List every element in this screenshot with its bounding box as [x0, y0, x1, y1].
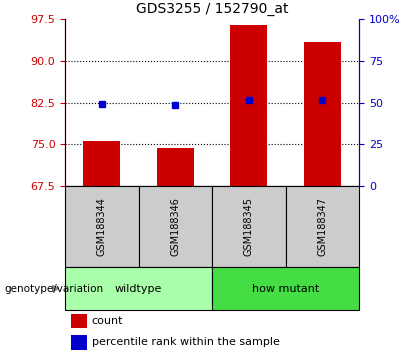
Text: how mutant: how mutant [252, 284, 319, 293]
Bar [157, 148, 194, 186]
Text: GSM188345: GSM188345 [244, 197, 254, 256]
Bar [71, 314, 87, 329]
Bar [71, 336, 87, 350]
Text: GSM188347: GSM188347 [318, 197, 327, 256]
Bar [84, 141, 120, 186]
Bar [212, 267, 359, 310]
Bar [231, 25, 267, 186]
Bar [139, 186, 212, 267]
Text: genotype/variation: genotype/variation [4, 284, 103, 293]
Text: percentile rank within the sample: percentile rank within the sample [92, 337, 279, 348]
Title: GDS3255 / 152790_at: GDS3255 / 152790_at [136, 2, 289, 16]
Text: GSM188346: GSM188346 [171, 197, 180, 256]
Bar [304, 42, 341, 186]
Bar [212, 186, 286, 267]
Bar [286, 186, 359, 267]
Bar [65, 186, 139, 267]
Text: wildtype: wildtype [115, 284, 162, 293]
Text: GSM188344: GSM188344 [97, 197, 107, 256]
Bar [65, 267, 212, 310]
Text: count: count [92, 316, 123, 326]
